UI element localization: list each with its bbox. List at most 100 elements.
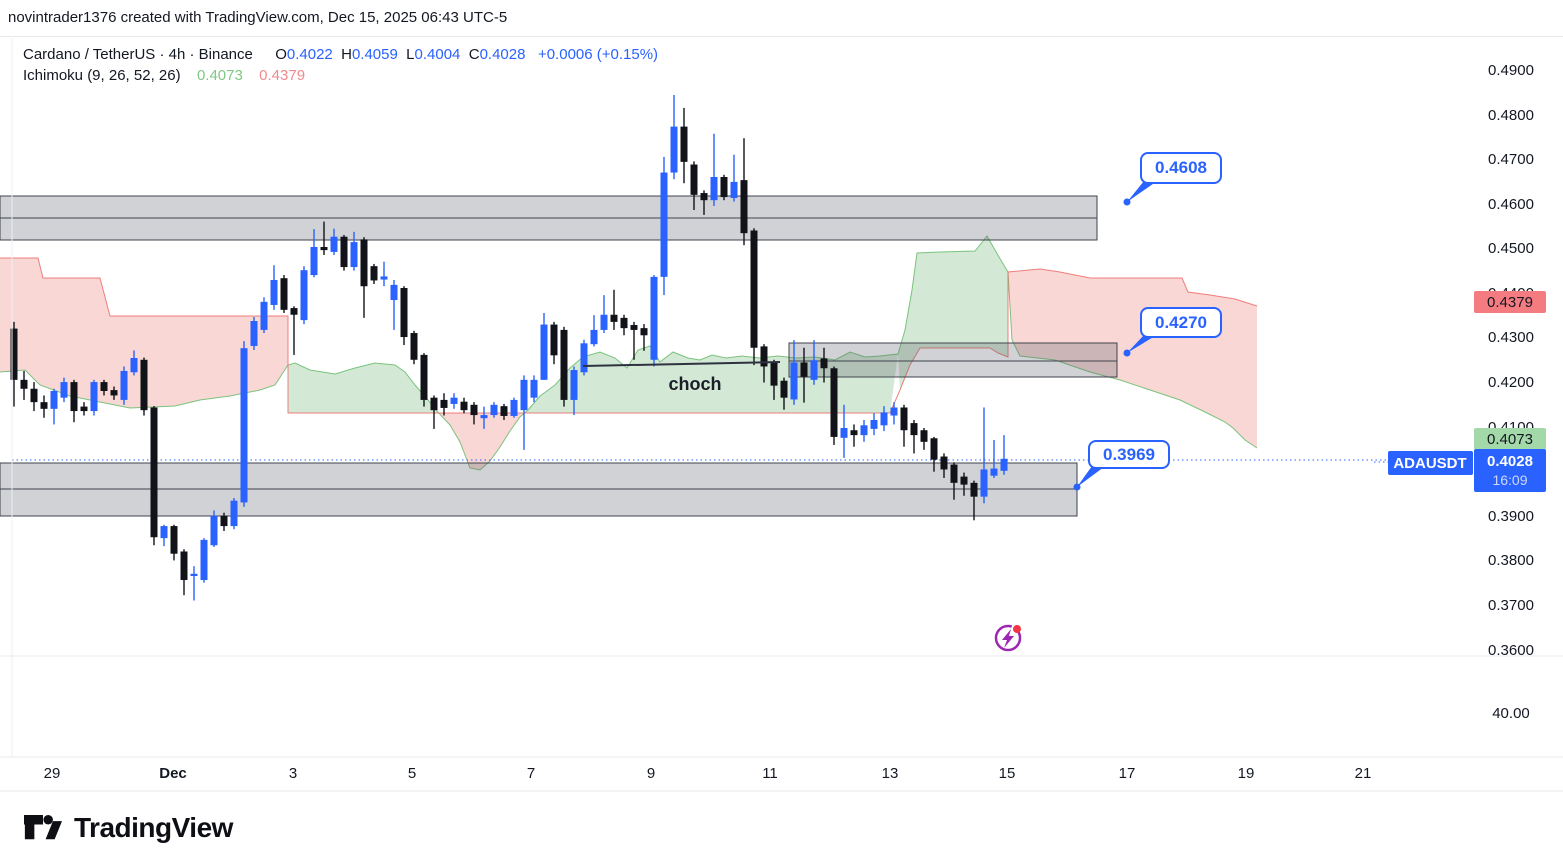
candle-up: [480, 415, 488, 419]
price-axis[interactable]: 0.49000.48000.47000.46000.45000.44000.43…: [1374, 62, 1546, 722]
price-callout-0-4608[interactable]: 0.4608: [1140, 152, 1222, 184]
attribution-text: novintrader1376 created with TradingView…: [8, 9, 508, 26]
supply-zone-mid[interactable]: [788, 342, 1118, 378]
ohlc-key: H: [341, 46, 352, 63]
candle-down: [760, 346, 768, 367]
callout-label: 0.3969: [1103, 444, 1155, 464]
svg-text:ADAUSDT: ADAUSDT: [1393, 455, 1466, 472]
candle-up: [650, 276, 658, 360]
candle-up: [1000, 458, 1008, 471]
chart-legend[interactable]: Cardano / TetherUS · 4h · Binance O0.402…: [23, 46, 658, 63]
choch-trendline[interactable]: [582, 361, 781, 367]
candle-up: [490, 404, 498, 416]
time-axis[interactable]: 29 Dec 3 5 7 9 11 13 15 17 19 21: [44, 765, 1372, 782]
candlesticks[interactable]: [10, 94, 1008, 601]
choch-label[interactable]: choch: [668, 374, 721, 394]
callout-label: 0.4608: [1155, 158, 1207, 177]
candle-down: [740, 180, 748, 234]
time-axis-label: 13: [882, 765, 899, 782]
tradingview-logo-text: TradingView: [74, 812, 233, 843]
price-callout-0-4270[interactable]: 0.4270: [1140, 307, 1222, 338]
candle-down: [960, 476, 968, 485]
candle-down: [550, 324, 558, 356]
candle-up: [330, 236, 338, 252]
candle-down: [30, 388, 38, 403]
callout-tail: [1127, 333, 1160, 353]
candle-up: [570, 370, 578, 400]
candle-down: [70, 382, 78, 412]
candle-up: [580, 343, 588, 373]
lightning-event-icon[interactable]: [994, 624, 1022, 652]
candle-down: [470, 404, 478, 416]
candle-down: [780, 380, 788, 398]
attribution-bar: novintrader1376 created with TradingView…: [0, 0, 1563, 37]
time-axis-label: 5: [408, 765, 416, 782]
candle-up: [790, 362, 798, 400]
svg-text:0.4379: 0.4379: [1487, 294, 1533, 311]
time-axis-label: 7: [527, 765, 535, 782]
candle-down: [400, 288, 408, 338]
indicator-title[interactable]: Ichimoku (9, 26, 52, 26): [23, 67, 181, 84]
callout-tail: [1077, 464, 1108, 487]
ohlc-key: O: [275, 46, 287, 63]
candle-down: [80, 406, 88, 412]
candle-down: [930, 438, 938, 460]
candle-up: [990, 468, 998, 476]
candle-up: [380, 276, 388, 280]
candle-down: [720, 176, 728, 198]
symbol-title[interactable]: Cardano / TetherUS · 4h · Binance: [23, 46, 253, 63]
ohlc-value: 0.4004: [414, 46, 469, 63]
symbol-axis-badge: [1388, 451, 1473, 475]
tradingview-logo-mark: [24, 815, 62, 840]
candle-up: [890, 407, 898, 416]
ohlc-key: L: [406, 46, 415, 63]
choch-annotation[interactable]: choch: [582, 361, 781, 394]
price-callout-0-3969[interactable]: 0.3969: [1088, 440, 1170, 469]
ohlc-value: 0.4022: [286, 46, 342, 63]
candle-up: [390, 284, 398, 301]
time-axis-label: 15: [999, 765, 1016, 782]
candle-up: [840, 428, 848, 438]
candle-down: [830, 368, 838, 437]
candle-down: [430, 397, 438, 411]
indicator-span-a-value: 0.4073: [196, 67, 243, 84]
candle-up: [160, 526, 168, 539]
candle-up: [60, 382, 68, 398]
candle-up: [870, 419, 878, 429]
callout-anchor-dot: [1123, 349, 1131, 357]
candle-down: [410, 333, 418, 360]
candle-down: [440, 399, 448, 408]
candle-up: [510, 399, 518, 416]
time-axis-label: 17: [1119, 765, 1136, 782]
indicator-span-b-value: 0.4379: [259, 67, 306, 84]
candle-down: [900, 407, 908, 431]
callout-tail: [1127, 179, 1160, 202]
candle-down: [420, 354, 428, 400]
candle-down: [340, 236, 348, 268]
candle-up: [50, 390, 58, 409]
candle-down: [140, 359, 148, 411]
candle-up: [540, 324, 548, 380]
time-axis-label: 11: [762, 765, 778, 782]
candle-down: [610, 314, 618, 322]
candle-down: [460, 401, 468, 411]
bar-countdown: 16:09: [1492, 472, 1527, 488]
candle-down: [910, 423, 918, 436]
candle-up: [200, 539, 208, 581]
price-axis-label: 0.4300: [1488, 329, 1534, 346]
indicator-legend[interactable]: Ichimoku (9, 26, 52, 26) 0.4073 0.4379: [23, 67, 305, 84]
candle-down: [110, 390, 118, 396]
supply-demand-zones[interactable]: [0, 195, 1118, 517]
price-axis-label: 0.4200: [1488, 374, 1534, 391]
candle-up: [670, 126, 678, 173]
candle-down: [640, 328, 648, 336]
ohlc-value: 0.4059: [351, 46, 407, 63]
candle-up: [710, 176, 718, 201]
tradingview-logo[interactable]: TradingView: [24, 812, 233, 844]
time-axis-label: 21: [1355, 765, 1372, 782]
candle-up: [980, 469, 988, 497]
price-axis-label: 0.3800: [1488, 552, 1534, 569]
pane-separators: [0, 38, 1563, 792]
candle-down: [320, 246, 328, 251]
